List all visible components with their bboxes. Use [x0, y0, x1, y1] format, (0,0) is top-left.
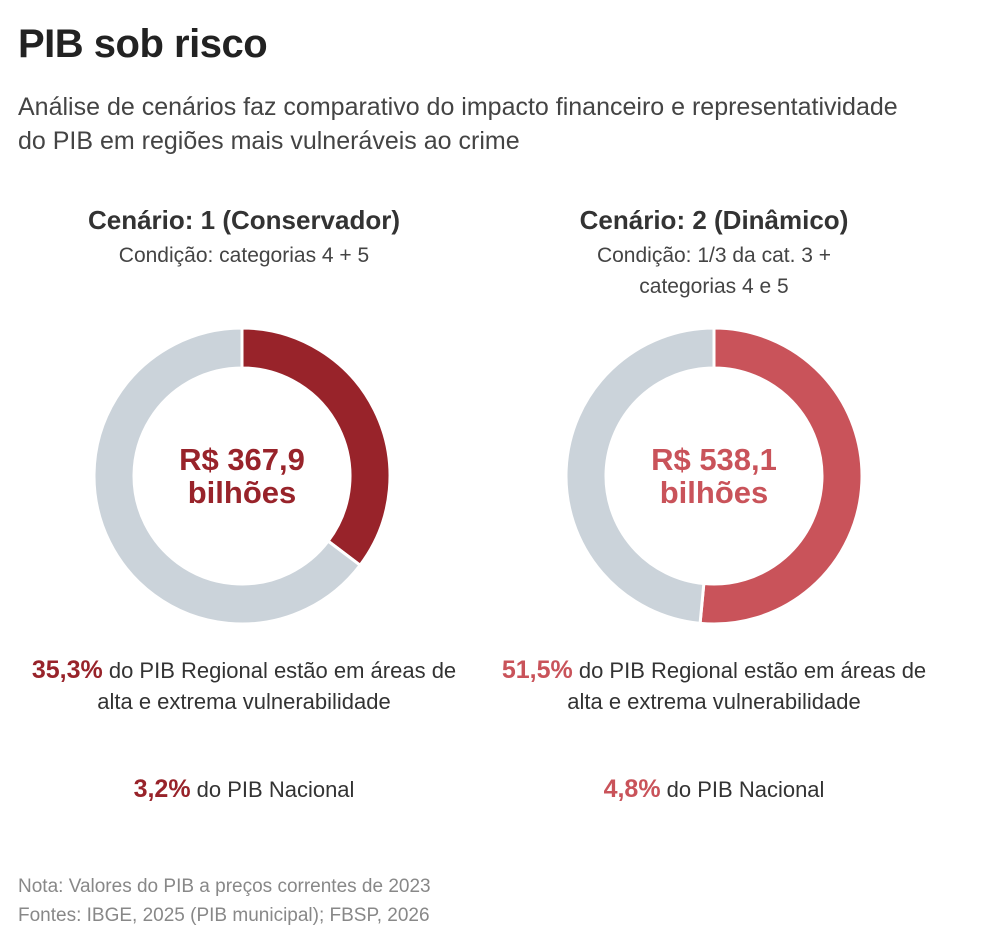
scenario-1-national: 3,2% do PIB Nacional	[24, 775, 464, 804]
donut-2-center-value: R$ 538,1	[651, 442, 777, 477]
scenario-1-condition: Condição: categorias 4 + 5	[118, 244, 370, 267]
scenario-2-national-pct: 4,8%	[603, 775, 661, 803]
donut-1-center-label: R$ 367,9 bilhões	[92, 326, 392, 626]
scenario-1-regional-text: do PIB Regional estão em áreas de alta e…	[97, 658, 457, 714]
chart-title: PIB sob risco	[18, 22, 268, 66]
scenario-2-regional: 51,5% do PIB Regional estão em áreas de …	[494, 655, 934, 717]
donut-chart-1: R$ 367,9 bilhões	[92, 326, 392, 626]
scenario-1-national-pct: 3,2%	[133, 775, 191, 803]
footnote-note: Nota: Valores do PIB a preços correntes …	[18, 876, 431, 897]
donut-2-center-label: R$ 538,1 bilhões	[564, 326, 864, 626]
scenario-1-regional: 35,3% do PIB Regional estão em áreas de …	[24, 655, 464, 717]
donut-2-slice-2	[564, 326, 716, 625]
scenario-1-regional-pct: 35,3%	[31, 656, 103, 684]
donut-2-slice-1	[698, 326, 864, 626]
footnote-sources: Fontes: IBGE, 2025 (PIB municipal); FBSP…	[18, 905, 430, 926]
donut-chart-2: R$ 538,1 bilhões	[564, 326, 864, 626]
donut-1-svg	[92, 326, 392, 626]
scenario-2-condition: Condição: 1/3 da cat. 3 + categorias 4 e…	[596, 244, 832, 298]
scenario-2-header: Cenário: 2 (Dinâmico) Condição: 1/3 da c…	[494, 200, 934, 302]
scenario-1-header: Cenário: 1 (Conservador) Condição: categ…	[24, 200, 464, 271]
scenario-1-national-text: do PIB Nacional	[196, 777, 355, 802]
scenario-2-national: 4,8% do PIB Nacional	[494, 775, 934, 804]
donut-1-center-value: R$ 367,9	[179, 442, 305, 477]
scenario-2-title: Cenário: 2 (Dinâmico)	[579, 205, 849, 235]
donut-1-center-unit: bilhões	[187, 475, 297, 510]
donut-2-svg	[564, 326, 864, 626]
scenario-2-national-text: do PIB Nacional	[666, 777, 825, 802]
chart-subtitle: Análise de cenários faz comparativo do i…	[18, 93, 898, 155]
footnote: Nota: Valores do PIB a preços correntes …	[18, 872, 431, 930]
donut-2-center-unit: bilhões	[659, 475, 769, 510]
scenario-2-regional-text: do PIB Regional estão em áreas de alta e…	[567, 658, 927, 714]
scenario-2-regional-pct: 51,5%	[501, 656, 573, 684]
scenario-1-title: Cenário: 1 (Conservador)	[87, 205, 401, 235]
donut-1-slice-1	[240, 326, 392, 568]
donut-1-slice-2	[92, 326, 363, 626]
